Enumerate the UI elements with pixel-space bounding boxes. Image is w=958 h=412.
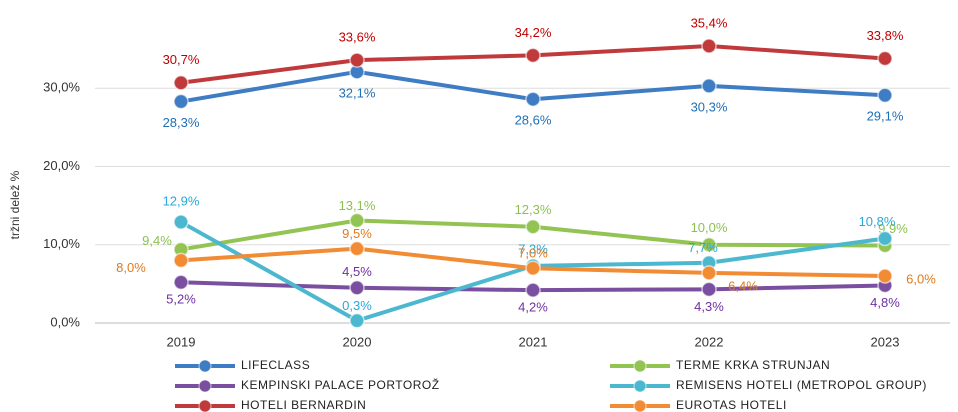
data-label: 5,2% [166, 292, 196, 307]
data-label: 32,1% [339, 85, 376, 100]
point-marker [525, 219, 541, 235]
y-tick-label: 20,0% [43, 158, 80, 173]
data-label: 6,4% [728, 278, 758, 293]
data-label: 12,9% [163, 193, 200, 208]
data-label: 8,0% [116, 260, 146, 275]
point-marker [877, 87, 893, 104]
y-tick-label: 0,0% [50, 314, 80, 329]
data-label: 12,3% [515, 202, 552, 217]
x-tick-label: 2022 [695, 334, 724, 349]
data-label: 4,5% [342, 264, 372, 279]
point-marker [173, 214, 189, 230]
data-label: 4,2% [518, 300, 548, 315]
legend-label: REMISENS HOTELI (METROPOL GROUP) [676, 378, 927, 392]
data-label: 33,6% [339, 30, 376, 45]
data-label: 30,3% [691, 99, 728, 114]
data-label: 10,0% [691, 220, 728, 235]
data-label: 13,1% [339, 198, 376, 213]
point-marker [349, 52, 365, 68]
data-label: 34,2% [515, 25, 552, 40]
data-label: 7,3% [518, 241, 548, 256]
legend-label: HOTELI BERNARDIN [241, 398, 366, 412]
data-label: 33,8% [867, 28, 904, 43]
point-marker [525, 282, 541, 298]
data-label: 7,7% [688, 240, 718, 255]
point-marker [877, 268, 893, 284]
point-marker [349, 240, 365, 257]
data-label: 28,3% [163, 115, 200, 130]
point-marker [701, 265, 717, 281]
legend-marker [633, 379, 647, 393]
data-label: 4,3% [694, 299, 724, 314]
legend-label: TERME KRKA STRUNJAN [676, 358, 830, 372]
legend-label: LIFECLASS [241, 358, 310, 372]
point-marker [173, 75, 189, 91]
point-marker [349, 280, 365, 296]
point-marker [525, 47, 541, 64]
point-marker [525, 260, 541, 276]
data-label: 4,8% [870, 295, 900, 310]
point-marker [877, 50, 893, 67]
data-label: 35,4% [691, 15, 728, 30]
data-label: 6,0% [906, 271, 936, 286]
y-tick-label: 10,0% [43, 236, 80, 251]
x-tick-label: 2020 [343, 334, 372, 349]
point-marker [877, 230, 893, 247]
legend-marker [198, 379, 212, 393]
x-tick-label: 2021 [519, 334, 548, 349]
point-marker [349, 212, 365, 229]
data-label: 10,8% [859, 214, 896, 229]
point-marker [701, 281, 717, 298]
point-marker [701, 237, 717, 253]
point-marker [525, 91, 541, 107]
data-label: 29,1% [867, 109, 904, 124]
point-marker [173, 252, 189, 269]
legend-marker [198, 399, 212, 412]
data-label: 0,3% [342, 298, 372, 313]
x-tick-label: 2019 [167, 334, 196, 349]
point-marker [701, 38, 717, 54]
y-tick-label: 30,0% [43, 80, 80, 95]
point-marker [173, 93, 189, 110]
data-label: 30,7% [163, 52, 200, 67]
data-label: 9,5% [342, 226, 372, 241]
legend-label: EUROTAS HOTELI [676, 398, 787, 412]
point-marker [349, 312, 365, 329]
y-axis-label: tržni delež % [8, 170, 22, 239]
data-label: 9,4% [142, 233, 172, 248]
point-marker [701, 78, 717, 94]
point-marker [173, 274, 189, 291]
x-tick-label: 2023 [871, 334, 900, 349]
legend-marker [633, 399, 647, 412]
legend-marker [198, 359, 212, 373]
legend-label: KEMPINSKI PALACE PORTOROŽ [241, 377, 440, 392]
legend-marker [633, 359, 647, 373]
data-label: 28,6% [515, 113, 552, 128]
data-label: 7,0% [518, 246, 548, 261]
